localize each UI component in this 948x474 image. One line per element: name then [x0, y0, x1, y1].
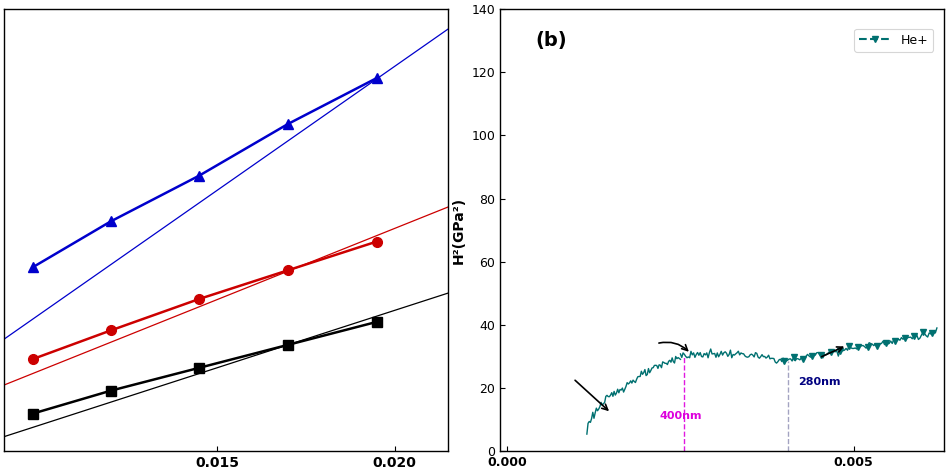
Y-axis label: H²(GPa²): H²(GPa²): [452, 197, 465, 264]
Text: (b): (b): [536, 31, 567, 50]
Text: 280nm: 280nm: [798, 377, 841, 387]
Text: 400nm: 400nm: [659, 411, 702, 421]
Legend: He+: He+: [854, 28, 933, 52]
